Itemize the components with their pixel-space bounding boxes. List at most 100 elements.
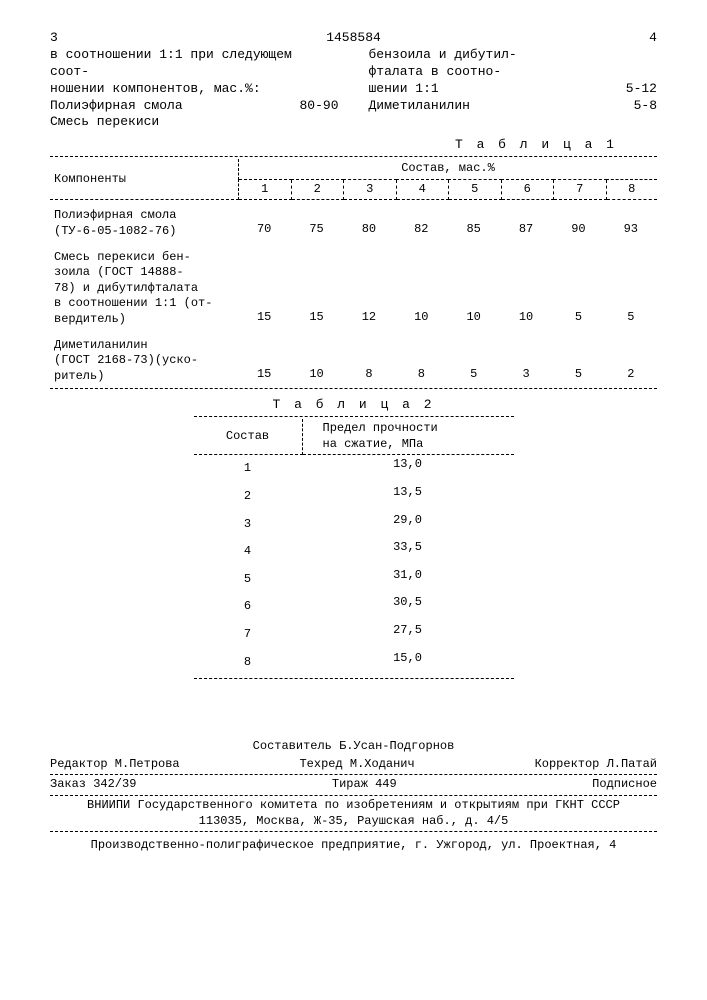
table2-title: Т а б л и ц а 2 — [50, 397, 657, 414]
table1-body: Полиэфирная смола (ТУ-6-05-1082-76)70758… — [50, 200, 657, 386]
comp-name: Смесь перекиси — [50, 114, 289, 131]
table1-cell: 70 — [238, 200, 290, 241]
table2-row-num: 2 — [194, 483, 302, 511]
table2: Состав Предел прочности на сжатие, МПа — [194, 419, 514, 455]
col-num-left: 3 — [50, 30, 58, 47]
table2-row-val: 15,0 — [302, 649, 514, 677]
table1-cell: 5 — [448, 330, 500, 387]
table1-col-num: 3 — [344, 179, 397, 200]
table1-cell: 80 — [343, 200, 395, 241]
table2-wrap: Состав Предел прочности на сжатие, МПа 1… — [194, 416, 514, 679]
table1-cell: 15 — [290, 242, 342, 330]
table1-header-sostav: Состав, мас.% — [239, 159, 658, 179]
table1-cell: 75 — [290, 200, 342, 241]
comp-val — [289, 114, 339, 131]
table1-col-num: 2 — [291, 179, 344, 200]
comp-val: 5-12 — [607, 81, 657, 98]
left-column: в соотношении 1:1 при следующем соот- но… — [50, 47, 339, 131]
table2-row-val: 31,0 — [302, 566, 514, 594]
footer: Составитель Б.Усан-Подгорнов Редактор М.… — [50, 739, 657, 854]
col-num-right: 4 — [649, 30, 657, 47]
table2-header-pred: Предел прочности на сжатие, МПа — [302, 419, 514, 455]
table2-row-num: 5 — [194, 566, 302, 594]
table1-cell: 90 — [552, 200, 604, 241]
comp-line: Полиэфирная смола 80-90 — [50, 98, 339, 115]
comp-line: Смесь перекиси — [50, 114, 339, 131]
table1-cell: 93 — [605, 200, 657, 241]
text-line: ношении компонентов, мас.%: — [50, 81, 339, 98]
divider — [50, 831, 657, 832]
table2-row-val: 29,0 — [302, 511, 514, 539]
divider — [194, 678, 514, 679]
table1-title: Т а б л и ц а 1 — [50, 137, 617, 154]
table2-row-val: 27,5 — [302, 621, 514, 649]
footer-editor: Редактор М.Петрова — [50, 757, 180, 773]
table1-cell: 2 — [605, 330, 657, 387]
table2-row-val: 30,5 — [302, 593, 514, 621]
table1-cell: 8 — [343, 330, 395, 387]
table1-col-num: 8 — [606, 179, 657, 200]
footer-org2: 113035, Москва, Ж-35, Раушская наб., д. … — [50, 814, 657, 830]
footer-org1: ВНИИПИ Государственного комитета по изоб… — [50, 798, 657, 814]
table2-row-num: 4 — [194, 538, 302, 566]
table2-row-val: 13,5 — [302, 483, 514, 511]
divider — [50, 795, 657, 796]
divider — [50, 774, 657, 775]
table2-header-sostav: Состав — [194, 419, 303, 455]
footer-podpis: Подписное — [592, 777, 657, 793]
table1-row-name: Полиэфирная смола (ТУ-6-05-1082-76) — [50, 200, 238, 241]
table1-cell: 87 — [500, 200, 552, 241]
table1-cell: 10 — [395, 242, 447, 330]
table1-cell: 3 — [500, 330, 552, 387]
table2-body: 113,0213,5329,0433,5531,0630,5727,5815,0 — [194, 455, 514, 676]
table1-col-num: 4 — [396, 179, 449, 200]
table1: Компоненты Состав, мас.% 12345678 — [50, 159, 657, 200]
comp-name: шении 1:1 — [369, 81, 608, 98]
table1-header-comp: Компоненты — [50, 159, 239, 200]
table2-row-num: 3 — [194, 511, 302, 539]
footer-credits: Редактор М.Петрова Техред М.Ходанич Корр… — [50, 757, 657, 773]
table1-cell: 15 — [238, 242, 290, 330]
comp-line: Диметиланилин 5-8 — [369, 98, 658, 115]
footer-zakaz: Заказ 342/39 — [50, 777, 136, 793]
doc-number: 1458584 — [326, 30, 381, 47]
comp-name: Полиэфирная смола — [50, 98, 289, 115]
footer-bottom: Производственно-полиграфическое предприя… — [50, 838, 657, 854]
divider — [50, 388, 657, 389]
table1-cell: 5 — [605, 242, 657, 330]
table1-col-num: 7 — [554, 179, 607, 200]
comp-line: шении 1:1 5-12 — [369, 81, 658, 98]
table1-col-num: 6 — [501, 179, 554, 200]
table1-cell: 82 — [395, 200, 447, 241]
table1-row-name: Смесь перекиси бен- зоила (ГОСТ 14888- 7… — [50, 242, 238, 330]
footer-tirazh: Тираж 449 — [332, 777, 397, 793]
table1-cell: 8 — [395, 330, 447, 387]
footer-tech: Техред М.Ходанич — [299, 757, 414, 773]
footer-compiler: Составитель Б.Усан-Подгорнов — [50, 739, 657, 755]
footer-corrector: Корректор Л.Патай — [535, 757, 657, 773]
table1-cell: 12 — [343, 242, 395, 330]
text-line: бензоила и дибутил- — [369, 47, 658, 64]
intro-columns: в соотношении 1:1 при следующем соот- но… — [50, 47, 657, 131]
table1-cell: 85 — [448, 200, 500, 241]
table1-col-num: 5 — [449, 179, 502, 200]
table2-row-num: 1 — [194, 455, 302, 483]
table2-row-val: 13,0 — [302, 455, 514, 483]
table1-cell: 5 — [552, 242, 604, 330]
footer-order: Заказ 342/39 Тираж 449 Подписное — [50, 777, 657, 793]
divider — [50, 156, 657, 157]
table1-cell: 15 — [238, 330, 290, 387]
table2-row-num: 6 — [194, 593, 302, 621]
comp-name: Диметиланилин — [369, 98, 608, 115]
comp-val: 80-90 — [289, 98, 339, 115]
table1-cell: 10 — [290, 330, 342, 387]
right-column: бензоила и дибутил- фталата в соотно- ше… — [369, 47, 658, 131]
text-line: в соотношении 1:1 при следующем соот- — [50, 47, 339, 81]
table1-cell: 5 — [552, 330, 604, 387]
table2-row-num: 7 — [194, 621, 302, 649]
table1-cell: 10 — [448, 242, 500, 330]
text-line: фталата в соотно- — [369, 64, 658, 81]
page-header: 3 1458584 4 — [50, 30, 657, 47]
table1-col-num: 1 — [239, 179, 292, 200]
table1-cell: 10 — [500, 242, 552, 330]
